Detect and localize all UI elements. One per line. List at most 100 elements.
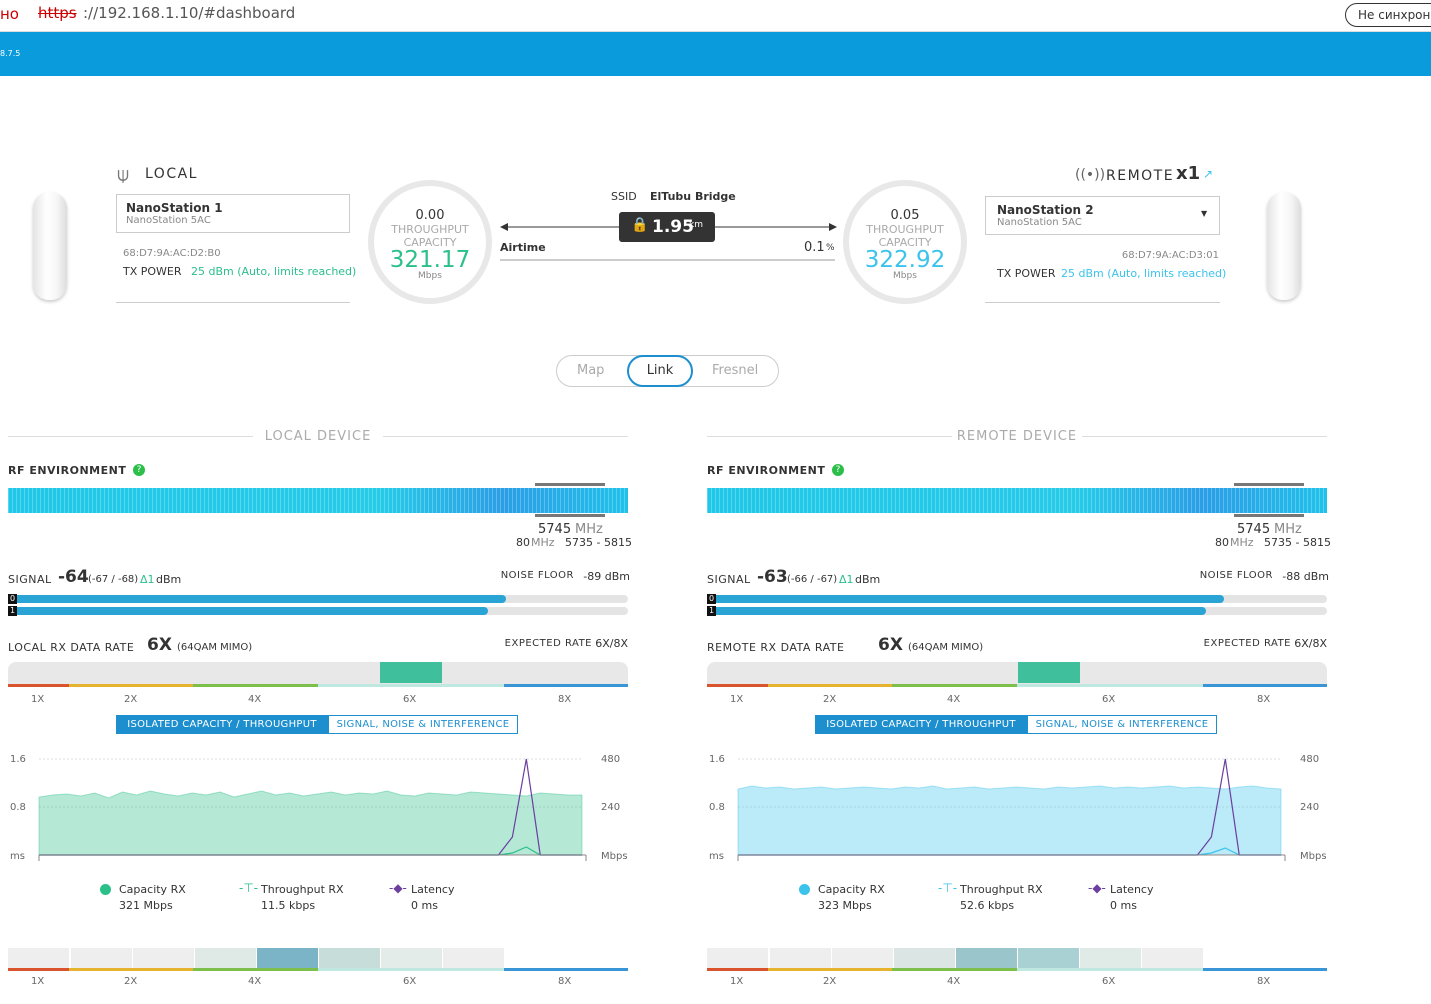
history-cell [770,948,831,969]
rate-tick: 8X [1257,694,1271,705]
rate-segment [504,684,628,687]
channel-bracket [1234,483,1304,486]
rate-segment [193,684,318,687]
rate: 6X [878,635,903,655]
lock-icon: 🔒 [631,217,649,233]
chart-tab-active[interactable]: ISOLATED CAPACITY / THROUGHPUT [815,715,1027,734]
channel-bracket [1234,514,1304,517]
remote-icon: ((•)) [1075,167,1106,183]
panel-heading: REMOTE DEVICE [956,429,1078,444]
width-unit: MHz [531,536,555,549]
airtime-unit: % [826,243,835,253]
y2-tick-label: 240 [601,802,620,813]
y-tick-label: 0.8 [709,802,725,813]
remote-device-select[interactable]: NanoStation 2 NanoStation 5AC ▼ [985,196,1220,235]
airtime: 0.1 [804,240,825,255]
external-link[interactable]: ↗ [1203,167,1214,181]
rf-label: RF ENVIRONMENT [707,464,826,477]
heading-line [8,436,253,437]
chart: 0.8 1.6 240 480 ms Mbps [10,754,628,862]
device-model: NanoStation 5AC [997,217,1082,228]
tab[interactable]: Fresnel [712,363,759,378]
tab[interactable]: Map [577,363,605,378]
width-unit: MHz [1230,536,1254,549]
history-cell [319,948,380,969]
unit: Mbps [418,271,442,281]
rate-value: 6X (64QAM MIMO) [878,635,983,655]
rate-label: LOCAL RX DATA RATE [8,641,135,654]
chart: 0.8 1.6 240 480 ms Mbps [709,754,1327,862]
heading-line [1082,436,1327,437]
signal-bar [8,595,506,603]
url-scheme[interactable]: https [38,4,77,22]
rate-segment [1203,684,1327,687]
noise-label: NOISE FLOOR [500,570,574,581]
rate-tick: 2X [124,976,138,987]
rf-spectrum [8,488,628,513]
signal-chains: (-67 / -68) [88,574,139,585]
chart-tab-active[interactable]: ISOLATED CAPACITY / THROUGHPUT [116,715,328,734]
rate-bar [707,662,1327,685]
rate-tick: 6X [1102,694,1116,705]
signal-chains: (-66 / -67) [787,574,838,585]
tx-value: 25 dBm (Auto, limits reached) [1061,267,1227,280]
current-rate [380,662,442,683]
expected-rate: 6X/8X [1294,637,1327,650]
tab-active[interactable]: Link [627,355,693,387]
url[interactable]: ://192.168.1.10/#dashboard [83,4,296,22]
rate-tick: 6X [403,976,417,987]
history-cell [8,948,69,969]
tx-label: TX POWER [123,265,182,278]
sync-button[interactable]: Не синхрони [1345,3,1431,27]
rate-segment [8,684,69,687]
rate-segment [768,968,892,971]
rate-mod: (64QAM MIMO) [908,642,984,653]
local-capacity-gauge: 0.00 THROUGHPUT CAPACITY 321.17 Mbps [368,180,492,304]
signal-unit: dBm [855,573,881,586]
signal-unit: dBm [156,573,182,586]
noise-label: NOISE FLOOR [1199,570,1273,581]
signal-label: SIGNAL [707,573,751,586]
rate-segment [707,684,768,687]
signal-delta: Δ1 [140,573,155,586]
y2-tick-label: 480 [1300,754,1319,765]
rate-mod: (64QAM MIMO) [177,642,253,653]
browser-left: но [0,5,19,23]
signal: -64 [58,567,89,587]
rate-segment [504,968,628,971]
capacity-area [38,790,583,856]
rate-tick: 1X [31,694,45,705]
legend-name: Throughput RX [261,883,344,896]
channel-width: 80 [1215,536,1229,549]
expected-label: EXPECTED RATE [504,638,592,649]
capacity-label: CAPACITY [403,236,457,249]
throughput-label: THROUGHPUT [866,223,944,236]
help-icon[interactable]: ? [832,464,844,476]
tx-value: 25 dBm (Auto, limits reached) [191,265,357,278]
rate-tick: 1X [730,694,744,705]
rate-segment [1203,968,1327,971]
rate: 6X [147,635,172,655]
y-tick-label: 0.8 [10,802,26,813]
y-tick-label: 1.6 [10,754,26,765]
dropdown-arrow: ▼ [1201,209,1208,218]
legend-swatch: -◆- [389,881,407,895]
rate-segment [1017,968,1203,971]
chart-tab[interactable]: SIGNAL, NOISE & INTERFERENCE [328,715,518,734]
version: 8.7.5 [0,49,21,58]
distance: 1.95 [652,217,694,237]
rate-tick: 1X [730,976,744,987]
rate-tick: 8X [558,976,572,987]
help-icon[interactable]: ? [133,464,145,476]
airtime-label: Airtime [500,241,546,254]
noise-floor: -88 dBm [1282,570,1329,583]
chart-tab[interactable]: SIGNAL, NOISE & INTERFERENCE [1027,715,1217,734]
legend-swatch: -⊤- [938,881,958,895]
app-header: 8.7.5 [0,32,1431,76]
current-rate [1018,662,1080,683]
throughput: 0.05 [890,208,920,223]
y-axis-label: ms [10,851,25,862]
device-panel: LOCAL DEVICE RF ENVIRONMENT? 5745 MHz 80 MHz 5… [8,0,632,1004]
tx-label: TX POWER [997,267,1056,280]
rate-value: 6X (64QAM MIMO) [147,635,252,655]
